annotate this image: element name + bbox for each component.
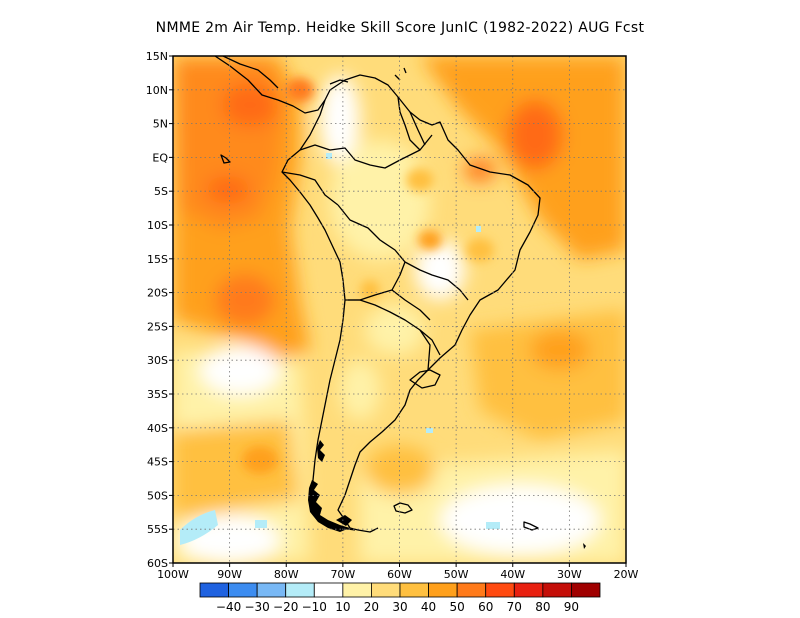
lon-tick-label: 100W xyxy=(157,568,189,581)
lon-tick-label: 90W xyxy=(217,568,242,581)
colorbar-swatch xyxy=(199,582,229,598)
lon-tick-label: 40W xyxy=(500,568,525,581)
colorbar-swatch xyxy=(513,582,544,598)
colorbar-label: 50 xyxy=(450,600,465,614)
lon-tick-label: 30W xyxy=(557,568,582,581)
colorbar-swatch xyxy=(428,582,458,598)
lat-tick-label: 50S xyxy=(147,489,168,502)
colorbar-swatch xyxy=(228,582,258,598)
lat-tick-label: 10N xyxy=(146,84,168,97)
lat-tick-label: 20S xyxy=(147,287,168,300)
colorbar-label: −20 xyxy=(273,600,298,614)
colorbar-label: 30 xyxy=(392,600,407,614)
colorbar-label: −30 xyxy=(244,600,269,614)
colorbar-swatch xyxy=(371,582,401,598)
colorbar-label: 60 xyxy=(478,600,493,614)
lon-tick-label: 20W xyxy=(614,568,639,581)
colorbar-swatch xyxy=(285,582,315,598)
lat-tick-label: 35S xyxy=(147,388,168,401)
colorbar-label: 80 xyxy=(535,600,550,614)
colorbar-swatch xyxy=(456,582,487,598)
colorbar-label: 10 xyxy=(335,600,350,614)
patagonia-coast-detail xyxy=(308,440,586,549)
colorbar-label: 70 xyxy=(507,600,522,614)
lat-tick-label: 5N xyxy=(153,118,168,131)
colorbar-swatch xyxy=(256,582,287,598)
longitude-axis: 100W 90W 80W 70W 60W 50W 40W 30W 20W xyxy=(157,563,639,581)
colorbar-swatch xyxy=(571,582,601,598)
colorbar: −40 −30 −20 −10 10 20 30 40 50 60 70 80 90 xyxy=(199,582,601,614)
lon-tick-label: 60W xyxy=(387,568,412,581)
lon-tick-label: 80W xyxy=(274,568,299,581)
lat-tick-label: 5S xyxy=(154,185,168,198)
lat-tick-label: 25S xyxy=(147,320,168,333)
colorbar-swatch xyxy=(542,582,572,598)
lat-tick-label: 15N xyxy=(146,50,168,63)
colorbar-label: 90 xyxy=(564,600,579,614)
lat-tick-label: 15S xyxy=(147,253,168,266)
colorbar-swatch xyxy=(485,582,515,598)
lat-tick-label: 30S xyxy=(147,354,168,367)
lon-tick-label: 70W xyxy=(330,568,355,581)
colorbar-swatch xyxy=(313,582,344,598)
colorbar-swatch xyxy=(342,582,372,598)
colorbar-label: −10 xyxy=(302,600,327,614)
lon-tick-label: 50W xyxy=(444,568,469,581)
latitude-axis: 15N 10N 5N EQ 5S 10S 15S 20S 25S 30S 35S 40S 45S 50S 5… xyxy=(146,50,173,570)
colorbar-swatch xyxy=(399,582,429,598)
gridlines xyxy=(173,56,626,563)
lat-tick-label: 10S xyxy=(147,219,168,232)
lat-tick-label: EQ xyxy=(152,151,168,164)
colorbar-label: −40 xyxy=(216,600,241,614)
colorbar-label: 20 xyxy=(364,600,379,614)
lat-tick-label: 45S xyxy=(147,456,168,469)
lat-tick-label: 60S xyxy=(147,557,168,570)
lat-tick-label: 40S xyxy=(147,422,168,435)
lat-tick-label: 55S xyxy=(147,523,168,536)
colorbar-label: 40 xyxy=(421,600,436,614)
map-title: NMME 2m Air Temp. Heidke Skill Score Jun… xyxy=(155,20,645,36)
